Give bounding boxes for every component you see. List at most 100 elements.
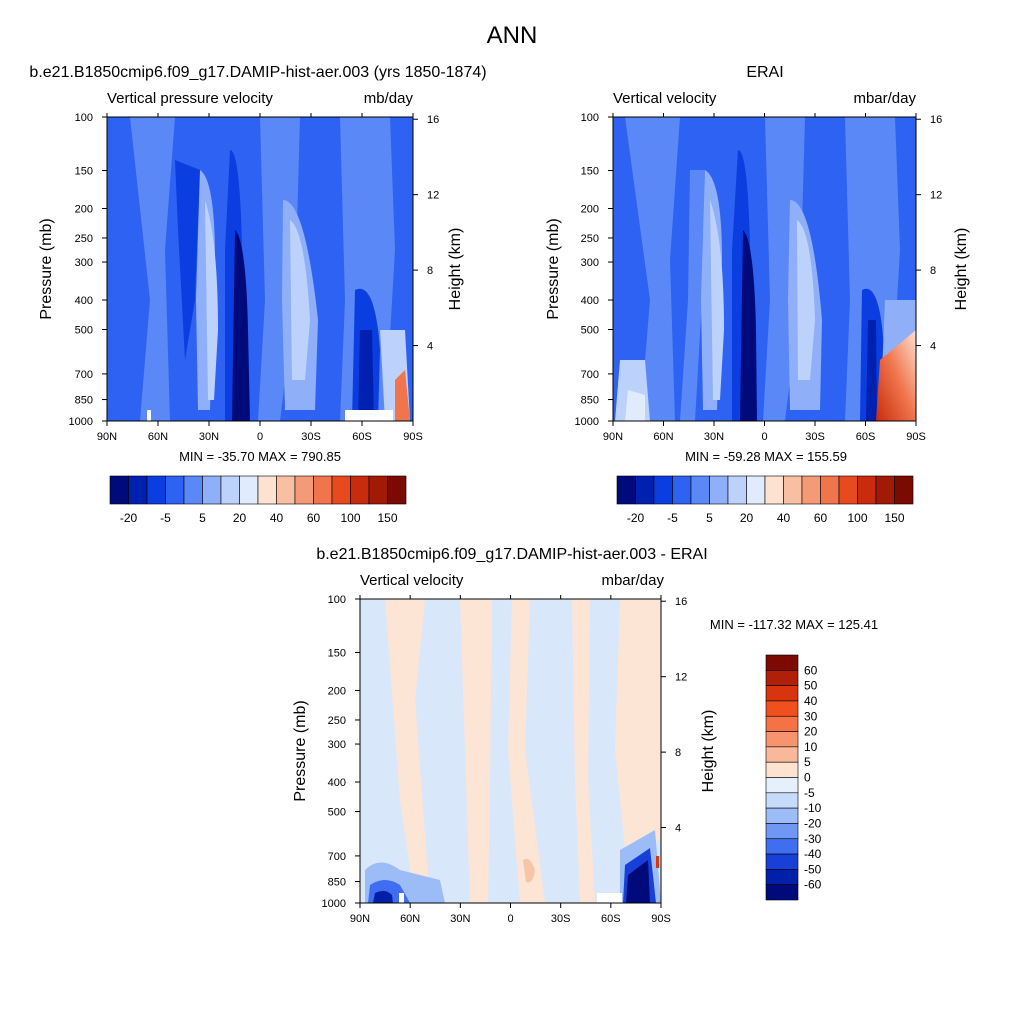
x-tick-label: 90N	[350, 913, 370, 925]
colorbar-label: 10	[804, 740, 818, 754]
x-tick-label: 90S	[906, 431, 926, 443]
colorbar-label: 150	[377, 511, 397, 525]
colorbar-label: 30	[804, 709, 818, 723]
y-tick-label: 500	[75, 324, 93, 336]
y2-tick-label: 12	[427, 190, 439, 202]
x-tick-label: 30S	[301, 431, 321, 443]
panel-units-label: mbar/day	[601, 572, 664, 589]
colorbar-label: 60	[307, 511, 321, 525]
panel-model: b.e21.B1850cmip6.f09_g17.DAMIP-hist-aer.…	[29, 64, 486, 525]
colorbar-swatch	[765, 884, 799, 901]
y2-tick-label: 8	[675, 747, 681, 759]
colorbar-label: 5	[199, 511, 206, 525]
y-tick-label: 1000	[69, 416, 93, 428]
colorbar-swatch	[765, 853, 799, 870]
y-tick-label: 250	[75, 233, 93, 245]
colorbar-swatch	[894, 475, 914, 505]
y-tick-label: 850	[328, 877, 346, 889]
colorbar-swatch	[672, 475, 692, 505]
colorbar-swatch	[239, 475, 259, 505]
colorbar-swatch	[765, 731, 799, 748]
colorbar-label: 50	[804, 679, 818, 693]
colorbar-label: 20	[233, 511, 247, 525]
colorbar-swatch	[313, 475, 333, 505]
y-tick-label: 100	[581, 112, 599, 124]
colorbar-swatch	[765, 670, 799, 686]
colorbar-label: 100	[340, 511, 360, 525]
y-tick-label: 400	[328, 777, 346, 789]
colorbar-swatch	[765, 823, 799, 840]
x-tick-label: 0	[507, 913, 513, 925]
y2-tick-label: 4	[930, 341, 936, 353]
colorbar-swatch	[257, 475, 277, 505]
colorbar-swatch	[765, 792, 799, 809]
y-tick-label: 400	[581, 295, 599, 307]
y2-tick-label: 8	[930, 265, 936, 277]
y-tick-label: 200	[328, 686, 346, 698]
y-tick-label: 150	[581, 166, 599, 178]
y-tick-label: 150	[75, 166, 93, 178]
y2-axis-label: Height (km)	[447, 228, 464, 311]
x-tick-label: 30N	[199, 431, 219, 443]
colorbar-label: 100	[847, 511, 867, 525]
x-tick-label: 30N	[704, 431, 724, 443]
colorbar-swatch	[801, 475, 821, 505]
y-tick-label: 850	[75, 395, 93, 407]
colorbar-swatch	[765, 869, 799, 885]
x-tick-label: 60N	[653, 431, 673, 443]
x-tick-label: 60N	[148, 431, 168, 443]
colorbar-swatch	[709, 475, 729, 505]
panel-units-label: mb/day	[364, 90, 414, 107]
colorbar-swatch	[764, 475, 784, 505]
x-tick-label: 60S	[352, 431, 372, 443]
colorbar-label: 20	[804, 725, 818, 739]
x-tick-label: 30S	[805, 431, 825, 443]
x-tick-label: 0	[257, 431, 263, 443]
colorbar-label: -10	[804, 801, 822, 815]
colorbar-swatch	[765, 685, 799, 702]
x-tick-label: 90N	[97, 431, 117, 443]
y-tick-label: 100	[75, 112, 93, 124]
y-tick-label: 500	[328, 806, 346, 818]
x-tick-label: 90N	[603, 431, 623, 443]
y2-axis-label: Height (km)	[953, 228, 970, 311]
y-axis-label: Pressure (mb)	[545, 218, 562, 319]
colorbar-label: 40	[777, 511, 791, 525]
colorbar-swatch	[109, 475, 129, 505]
panel-variable-label: Vertical velocity	[360, 572, 464, 589]
colorbar-label: -20	[120, 511, 138, 525]
y2-tick-label: 16	[675, 596, 687, 608]
colorbar-swatch	[746, 475, 766, 505]
y-tick-label: 200	[581, 204, 599, 216]
y2-tick-label: 4	[427, 341, 433, 353]
colorbar-label: 0	[804, 771, 811, 785]
y-tick-label: 1000	[575, 416, 599, 428]
colorbar-label: 150	[884, 511, 904, 525]
y-tick-label: 400	[75, 295, 93, 307]
colorbar-swatch	[727, 475, 747, 505]
colorbar-swatch	[294, 475, 314, 505]
y-tick-label: 250	[581, 233, 599, 245]
colorbar-label: -30	[804, 832, 822, 846]
colorbar-label: -50	[804, 862, 822, 876]
colorbar-swatch	[765, 654, 799, 671]
colorbar-swatch	[783, 475, 803, 505]
x-tick-label: 90S	[403, 431, 423, 443]
colorbar-swatch	[368, 475, 388, 505]
colorbar-swatch	[857, 475, 877, 505]
colorbar-swatch	[387, 475, 407, 505]
colorbar-swatch	[128, 475, 148, 505]
x-tick-label: 30N	[450, 913, 470, 925]
x-tick-label: 30S	[551, 913, 571, 925]
y-tick-label: 300	[581, 257, 599, 269]
y-axis-label: Pressure (mb)	[292, 700, 309, 801]
contour-field	[107, 117, 413, 421]
panel-variable-label: Vertical velocity	[613, 90, 717, 107]
colorbar-swatch	[183, 475, 203, 505]
colorbar-swatch	[276, 475, 296, 505]
colorbar-swatch	[765, 807, 799, 824]
y2-tick-label: 12	[930, 190, 942, 202]
colorbar-label: 40	[270, 511, 284, 525]
y2-tick-label: 12	[675, 672, 687, 684]
